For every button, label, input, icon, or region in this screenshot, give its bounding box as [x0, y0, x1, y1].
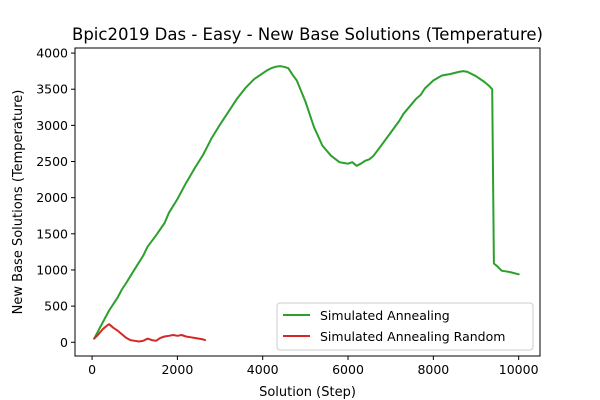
legend-label-simulated-annealing: Simulated Annealing: [320, 308, 450, 323]
x-tick-label: 2000: [161, 362, 193, 377]
series-line-simulated-annealing: [93, 65, 520, 340]
x-tick-label: 8000: [417, 362, 449, 377]
legend-box: [276, 302, 534, 351]
y-tick-label: 2500: [36, 154, 68, 169]
y-axis-label: New Base Solutions (Temperature): [11, 90, 26, 315]
x-axis-label: Solution (Step): [259, 385, 356, 400]
y-axis-ticks: 0 500 1000 1500 2000 2500 3000 3500 4000: [36, 46, 75, 350]
y-tick-label: 500: [44, 299, 68, 314]
y-tick-label: 1500: [36, 226, 68, 241]
x-tick-label: 10000: [499, 362, 539, 377]
y-tick-label: 0: [60, 335, 68, 350]
y-tick-label: 3500: [36, 82, 68, 97]
legend-label-simulated-annealing-random: Simulated Annealing Random: [320, 329, 505, 344]
x-tick-label: 0: [88, 362, 96, 377]
chart-title: Bpic2019 Das - Easy - New Base Solutions…: [72, 25, 543, 44]
series-layer: [93, 65, 520, 343]
y-tick-label: 3000: [36, 118, 68, 133]
y-tick-label: 4000: [36, 46, 68, 61]
series-line-simulated-annealing-random: [93, 323, 207, 343]
x-tick-label: 4000: [247, 362, 279, 377]
plot-area-frame: [74, 47, 541, 357]
x-tick-label: 6000: [332, 362, 364, 377]
y-tick-label: 2000: [36, 190, 68, 205]
y-tick-label: 1000: [36, 262, 68, 277]
x-axis-ticks: 0 2000 4000 6000 8000 10000: [88, 356, 539, 377]
legend: Simulated Annealing Simulated Annealing …: [276, 302, 534, 351]
